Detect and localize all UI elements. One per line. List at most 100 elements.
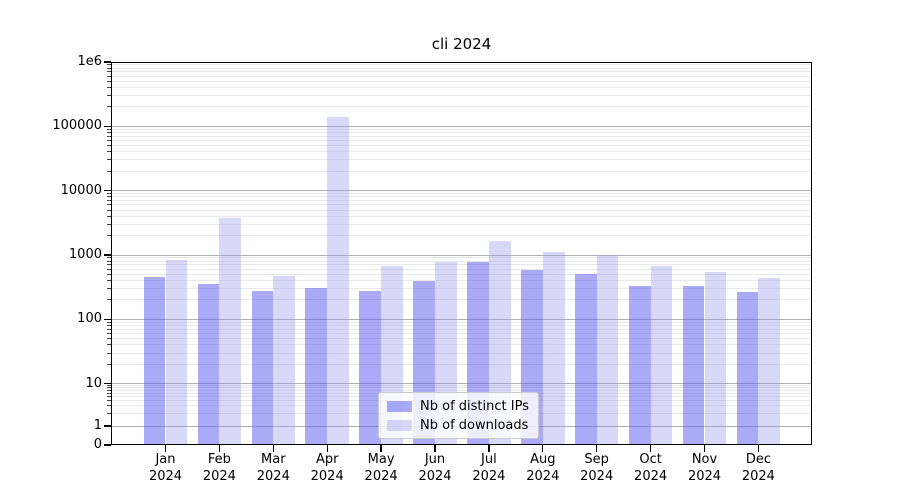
gridline-minor (111, 288, 812, 290)
x-tick-label: Jul 2024 (472, 452, 506, 484)
y-tick (103, 318, 111, 320)
y-tick-minor (107, 159, 111, 161)
gridline-minor (111, 151, 812, 153)
gridline-minor (111, 75, 812, 77)
y-tick-minor (107, 140, 111, 142)
y-tick-label: 100000 (52, 118, 102, 134)
gridline-minor (111, 80, 812, 82)
bar-nb-of-downloads-oct (650, 266, 673, 444)
y-tick-minor (107, 299, 111, 301)
y-tick-minor (107, 200, 111, 202)
bar-nb-of-downloads-jan (165, 259, 188, 444)
x-tick-label: Aug 2024 (526, 452, 560, 484)
y-tick-minor (107, 363, 111, 365)
bar-nb-of-distinct-ips-sep (574, 273, 597, 444)
gridline-minor (111, 106, 812, 108)
bar-nb-of-distinct-ips-feb (197, 284, 220, 444)
y-tick-minor (107, 268, 111, 270)
gridline-minor (111, 67, 812, 69)
y-tick-label: 10 (85, 375, 102, 391)
gridline-minor (111, 328, 812, 330)
x-tick-label: Jun 2024 (418, 452, 452, 484)
legend-label-downloads: Nb of downloads (420, 418, 529, 433)
legend-swatch-downloads (387, 420, 412, 431)
chart-title: cli 2024 (431, 35, 492, 53)
gridline-major (111, 125, 812, 127)
x-tick (542, 445, 544, 452)
legend-item-downloads: Nb of downloads (387, 417, 529, 434)
gridline-minor (111, 321, 812, 323)
gridline-major (111, 383, 812, 385)
gridline-minor (111, 387, 812, 389)
y-tick-minor (107, 235, 111, 237)
gridline-minor (111, 235, 812, 237)
y-tick-minor (107, 196, 111, 198)
gridline-minor (111, 135, 812, 137)
y-tick-label: 1e6 (77, 54, 102, 69)
y-tick-minor (107, 264, 111, 266)
y-tick-minor (107, 389, 111, 391)
gridline-minor (111, 87, 812, 89)
y-tick-minor (107, 151, 111, 153)
x-tick-label: Oct 2024 (634, 452, 668, 484)
y-tick-minor (107, 412, 111, 414)
y-tick-minor (107, 80, 111, 82)
y-tick-minor (107, 71, 111, 73)
gridline-minor (111, 389, 812, 391)
bar-nb-of-distinct-ips-jan (143, 277, 166, 444)
x-tick (757, 445, 760, 452)
y-tick (103, 61, 111, 63)
gridline-minor (111, 352, 812, 354)
y-tick-minor (107, 193, 111, 195)
gridline-minor (111, 325, 812, 327)
legend-item-distinct-ips: Nb of distinct IPs (387, 398, 529, 415)
gridline-minor (111, 64, 812, 66)
gridline-minor (111, 71, 812, 73)
x-tick (434, 445, 436, 452)
y-tick-label: 100 (77, 311, 102, 327)
gridline-minor (111, 132, 812, 134)
y-tick-minor (107, 223, 111, 225)
gridline-minor (111, 333, 812, 335)
y-tick-minor (107, 87, 111, 89)
gridline-minor (111, 200, 812, 202)
legend-swatch-distinct-ips (387, 401, 412, 412)
y-tick-minor (107, 352, 111, 354)
gridline-minor (111, 215, 812, 217)
gridline-minor (111, 273, 812, 275)
y-tick-minor (107, 344, 111, 346)
x-tick-label: Jan 2024 (148, 452, 183, 484)
x-tick (218, 445, 221, 452)
y-tick-minor (107, 321, 111, 323)
gridline-minor (111, 363, 812, 365)
y-tick-minor (107, 204, 111, 206)
legend-label-distinct-ips: Nb of distinct IPs (420, 399, 529, 414)
y-tick-label: 0 (93, 437, 102, 452)
plot-area (111, 62, 812, 445)
y-tick-minor (107, 209, 111, 211)
y-tick (103, 444, 111, 446)
gridline-minor (111, 223, 812, 225)
y-tick-minor (107, 145, 111, 147)
gridline-minor (111, 159, 812, 161)
y-tick-minor (107, 325, 111, 327)
bar-nb-of-downloads-feb (219, 218, 242, 444)
gridline-minor (111, 140, 812, 142)
gridline-major (111, 318, 812, 320)
y-tick-label: 1000 (68, 247, 102, 263)
bar-nb-of-distinct-ips-apr (305, 287, 328, 444)
gridline-major (111, 190, 812, 192)
x-tick (649, 445, 652, 452)
y-tick-minor (107, 328, 111, 330)
gridline-minor (111, 299, 812, 301)
y-tick-minor (107, 387, 111, 389)
y-tick-minor (107, 405, 111, 407)
bar-nb-of-downloads-aug (542, 252, 565, 444)
y-tick (103, 425, 111, 427)
gridline-minor (111, 209, 812, 211)
x-tick (164, 445, 167, 452)
legend: Nb of distinct IPs Nb of downloads (378, 392, 539, 439)
gridline-minor (111, 193, 812, 195)
x-tick-label: May 2024 (364, 452, 398, 484)
